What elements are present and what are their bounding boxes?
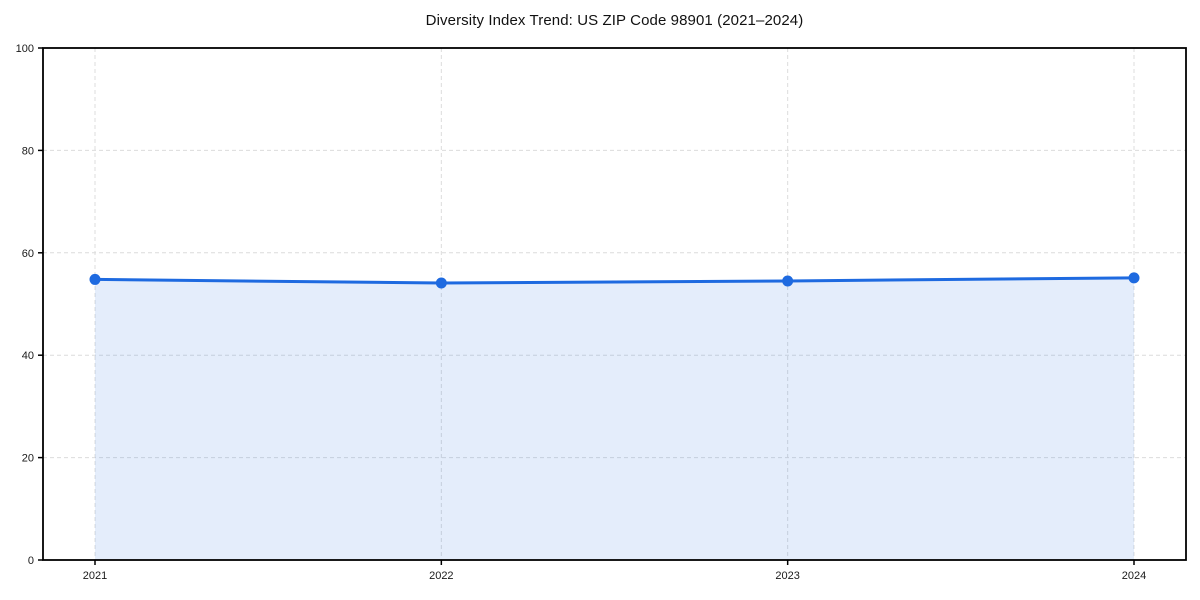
data-point-2021 [89,273,101,285]
chart-title: Diversity Index Trend: US ZIP Code 98901… [425,12,804,29]
trend-line [93,276,1136,285]
y-tick-label: 80 [22,145,34,157]
x-tick-label: 2023 [775,570,799,582]
data-point-2022 [435,277,447,289]
x-tick-label: 2021 [83,570,107,582]
area-fill [95,277,1134,560]
plot-border [42,47,1187,561]
y-tick-label: 60 [22,248,34,260]
data-point-2024 [1128,272,1140,284]
y-tick-label: 100 [16,43,34,55]
y-tick-label: 0 [28,555,34,567]
x-tick-label: 2022 [429,570,453,582]
x-tick-label: 2024 [1122,570,1146,582]
data-point-2023 [782,275,794,287]
y-tick-label: 40 [22,350,34,362]
y-tick-label: 20 [22,453,34,465]
